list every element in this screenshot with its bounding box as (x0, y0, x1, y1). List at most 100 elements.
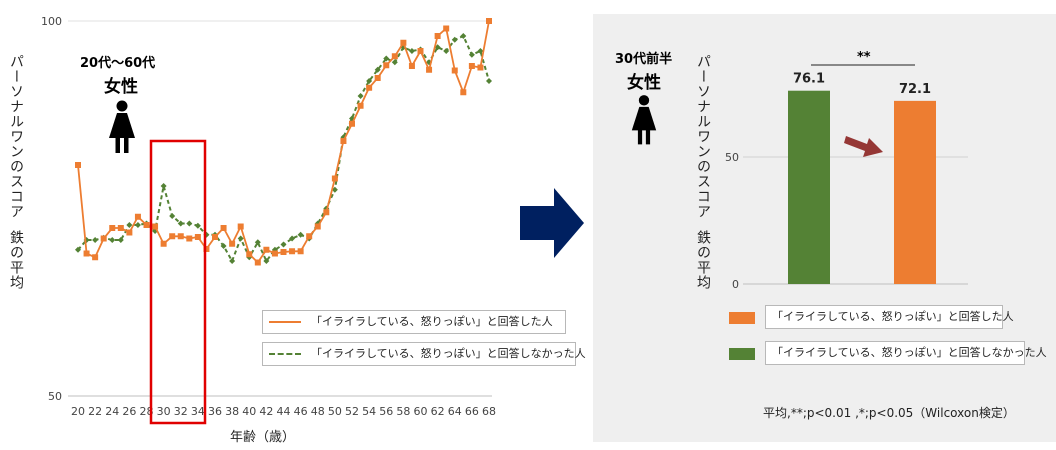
data-point-answered (323, 209, 330, 216)
data-point-not-answered (477, 48, 484, 54)
data-point-answered (306, 233, 313, 240)
left-x-axis-label: 年齢（歳） (230, 430, 296, 445)
data-point-not-answered (486, 78, 492, 84)
x-tick-label: 48 (311, 405, 325, 418)
legend-orange-swatch (729, 312, 755, 324)
data-point-answered (134, 213, 141, 220)
right-group-sex-label: 女性 (627, 73, 661, 93)
right-significance-label: ** (857, 50, 871, 65)
bar-chart: 0 50 76.1 72.1 (725, 64, 968, 291)
y-tick-label: 0 (732, 278, 739, 291)
right-arrow-icon (520, 188, 584, 258)
data-point-answered (160, 240, 167, 247)
data-point-answered (426, 66, 433, 73)
data-point-answered (391, 53, 398, 60)
x-tick-label: 26 (122, 405, 136, 418)
bar-answered (894, 100, 936, 284)
legend-label: 「イライラしている、怒りっぽい」と回答した人 (765, 305, 1014, 329)
data-point-not-answered (229, 258, 236, 264)
x-tick-label: 60 (414, 405, 428, 418)
x-tick-label: 44 (277, 405, 291, 418)
legend-orange-line (269, 321, 301, 323)
data-point-answered (349, 120, 355, 127)
woman-icon (109, 100, 135, 153)
data-point-not-answered (331, 186, 338, 193)
data-point-not-answered (297, 231, 304, 238)
data-point-not-answered (177, 220, 184, 227)
legend-green-dashed-line (269, 353, 301, 355)
x-tick-label: 46 (294, 405, 308, 418)
data-point-answered (186, 235, 193, 242)
data-point-answered (443, 25, 450, 32)
right-y-axis-label: パーソナルワンのスコア (695, 54, 711, 219)
data-point-not-answered (374, 66, 381, 73)
y-tick-label: 50 (725, 151, 739, 164)
data-point-answered (212, 234, 218, 240)
x-tick-label: 52 (345, 405, 359, 418)
data-point-answered (109, 225, 116, 231)
data-point-not-answered (75, 246, 81, 253)
bar-value-label: 76.1 (793, 72, 825, 87)
bar-value-label: 72.1 (899, 82, 931, 97)
data-point-not-answered (460, 33, 467, 39)
woman-icon (631, 95, 657, 145)
x-tick-label: 56 (379, 405, 393, 418)
left-legend-item-answered: 「イライラしている、怒りっぽい」と回答した人 (262, 310, 566, 334)
x-tick-label: 32 (174, 405, 188, 418)
data-point-answered (177, 233, 184, 240)
age-30-34-highlight-box (149, 139, 207, 425)
x-tick-label: 62 (431, 405, 445, 418)
x-tick-label: 68 (482, 405, 496, 418)
x-tick-label: 38 (225, 405, 239, 418)
data-point-answered (254, 259, 261, 266)
data-point-answered (271, 250, 278, 257)
data-point-answered (468, 63, 475, 69)
data-point-answered (460, 89, 467, 96)
data-point-not-answered (134, 222, 141, 228)
data-point-answered (83, 250, 90, 257)
data-point-not-answered (160, 183, 167, 189)
data-point-answered (237, 223, 244, 230)
data-point-not-answered (366, 78, 373, 84)
data-point-answered (357, 102, 364, 109)
legend-label: 「イライラしている、怒りっぽい」と回答した人 (311, 315, 553, 328)
x-tick-label: 36 (208, 405, 222, 418)
data-point-answered (263, 246, 270, 253)
data-point-answered (152, 223, 159, 230)
left-y-axis-label: パーソナルワンのスコア (8, 54, 24, 219)
data-point-answered (92, 254, 99, 261)
data-point-answered (220, 225, 227, 231)
data-point-answered (383, 62, 390, 69)
data-point-answered (400, 39, 407, 46)
data-point-not-answered (391, 59, 398, 66)
data-point-answered (169, 233, 176, 240)
data-point-answered (289, 248, 296, 255)
y-tick-label: 50 (48, 390, 62, 403)
data-point-answered (297, 248, 304, 255)
data-point-answered (486, 18, 492, 24)
data-point-answered (203, 246, 210, 252)
data-point-not-answered (280, 241, 287, 248)
legend-label: 「イライラしている、怒りっぽい」と回答しなかった人 (765, 341, 1047, 365)
x-tick-label: 54 (362, 405, 376, 418)
left-group-sex-label: 女性 (104, 77, 138, 97)
data-point-answered (75, 162, 81, 168)
x-tick-label: 50 (328, 405, 342, 418)
data-point-answered (229, 240, 236, 247)
data-point-not-answered (194, 222, 201, 229)
legend-green-swatch (729, 348, 755, 360)
data-point-not-answered (109, 237, 116, 243)
data-point-answered (331, 175, 338, 182)
data-point-answered (408, 63, 415, 69)
data-point-not-answered (434, 44, 441, 51)
data-point-answered (117, 225, 124, 231)
data-point-answered (374, 75, 381, 81)
data-point-answered (477, 64, 484, 71)
down-right-arrow-icon (844, 136, 883, 157)
data-point-not-answered (237, 235, 244, 242)
data-point-not-answered (357, 93, 364, 99)
bar-not-answered (788, 90, 830, 285)
data-point-not-answered (169, 213, 176, 219)
legend-label: 「イライラしている、怒りっぽい」と回答しなかった人 (311, 347, 586, 360)
